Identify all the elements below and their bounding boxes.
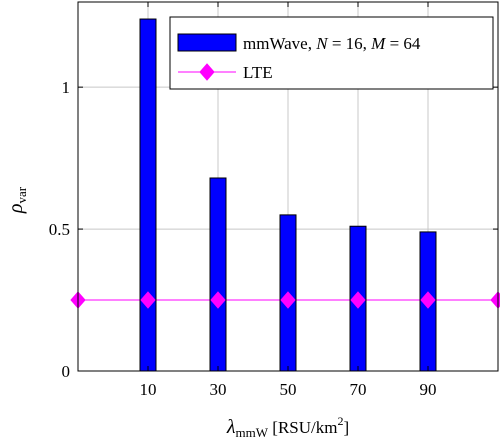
legend-box	[169, 16, 494, 90]
lte-marker	[140, 291, 156, 309]
x-axis-ticks: 10 30 50 70 90	[140, 2, 437, 399]
x-tick-label: 30	[210, 380, 227, 399]
legend-label-lte: LTE	[243, 63, 273, 82]
x-tick-label: 10	[140, 380, 157, 399]
lte-marker	[490, 291, 500, 309]
y-axis-label: ρvar	[5, 186, 29, 214]
bar-mmwave	[209, 177, 227, 372]
legend-marker-lte	[199, 63, 215, 81]
y-tick-label: 0.5	[49, 220, 70, 239]
x-tick-label: 90	[420, 380, 437, 399]
legend: mmWave, N = 16, M = 64 LTE	[169, 16, 494, 90]
lte-marker	[280, 291, 296, 309]
x-axis-label: λmmW [RSU/km2]	[226, 414, 349, 440]
lte-marker	[210, 291, 226, 309]
y-tick-label: 1	[62, 78, 71, 97]
x-tick-label: 70	[350, 380, 367, 399]
legend-label-mmwave: mmWave, N = 16, M = 64	[243, 34, 421, 53]
y-tick-label: 0	[62, 362, 71, 381]
y-axis-ticks: 00.51	[49, 78, 498, 381]
lte-marker	[420, 291, 436, 309]
legend-swatch-mmwave	[177, 33, 237, 52]
lte-marker	[350, 291, 366, 309]
bar-mmwave	[139, 18, 157, 372]
x-tick-label: 50	[280, 380, 297, 399]
